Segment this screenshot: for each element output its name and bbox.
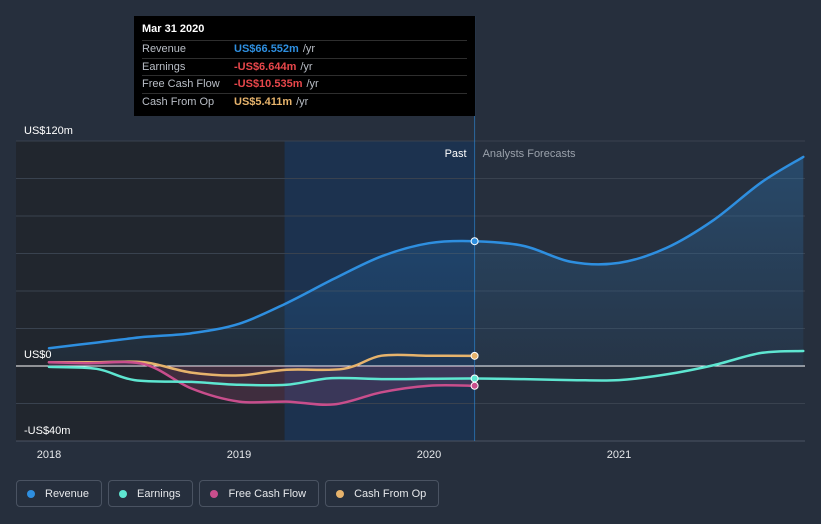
x-tick-label: 2019 xyxy=(227,449,251,461)
x-tick-label: 2018 xyxy=(37,449,61,461)
past-label: Past xyxy=(445,148,467,160)
legend-dot-icon xyxy=(27,489,35,498)
tooltip-row-label: Earnings xyxy=(142,60,186,73)
free-cash-flow-line xyxy=(47,360,476,407)
y-tick-label: -US$40m xyxy=(24,425,70,437)
y-tick-label: US$120m xyxy=(24,125,73,137)
legend-item-label: Revenue xyxy=(45,487,90,500)
legend-item-label: Cash From Op xyxy=(354,487,427,500)
legend-item-label: Earnings xyxy=(137,487,181,500)
revenue-line xyxy=(47,155,805,350)
legend-dot-icon xyxy=(210,489,219,498)
legend-item-label: Free Cash Flow xyxy=(228,487,307,500)
legend: Revenue Earnings Free Cash Flow Cash From O… xyxy=(16,480,440,507)
tooltip-row: Earnings -US$6.644m/yr xyxy=(142,57,467,76)
tooltip-row-label: Free Cash Flow xyxy=(142,78,220,91)
tooltip-row-value: US$66.552m xyxy=(234,43,299,56)
x-tick-label: 2020 xyxy=(417,449,441,461)
cash-from-op-marker xyxy=(470,351,479,360)
legend-item-cash-from-op[interactable]: Cash From Op xyxy=(325,480,440,507)
free-cash-flow-marker xyxy=(470,381,479,390)
tooltip-row-value: -US$6.644m xyxy=(234,60,297,73)
tooltip-row-unit: /yr xyxy=(296,95,309,108)
legend-dot-icon xyxy=(119,489,128,498)
x-tick-label: 2021 xyxy=(607,449,631,461)
tooltip-row-unit: /yr xyxy=(306,78,319,91)
chart-area: US$120m US$0 -US$40m 2018 2019 2020 2021 Past An… xyxy=(16,16,805,461)
earnings-marker xyxy=(470,374,479,383)
tooltip-row: Cash From Op US$5.411m/yr xyxy=(142,92,467,111)
revenue-marker xyxy=(470,237,479,246)
tooltip-row-label: Revenue xyxy=(142,43,187,56)
earnings-line xyxy=(47,349,805,387)
legend-item-earnings[interactable]: Earnings xyxy=(108,480,194,507)
tooltip-row-label: Cash From Op xyxy=(142,95,215,108)
y-tick-label: US$0 xyxy=(24,349,52,361)
tooltip-date: Mar 31 2020 xyxy=(142,23,205,35)
tooltip-row-value: -US$10.535m xyxy=(234,78,303,91)
tooltip-row: Revenue US$66.552m/yr xyxy=(142,40,467,58)
tooltip-row-unit: /yr xyxy=(300,60,313,73)
forecast-label: Analysts Forecasts xyxy=(483,148,576,160)
free-cash-flow-area xyxy=(49,362,475,405)
revenue-area xyxy=(49,156,804,366)
legend-dot-icon xyxy=(336,489,345,498)
tooltip-row-unit: /yr xyxy=(302,43,316,56)
tooltip-row: Free Cash Flow -US$10.535m/yr xyxy=(142,75,467,93)
legend-item-free-cash-flow[interactable]: Free Cash Flow xyxy=(199,480,320,507)
tooltip-row-value: US$5.411m xyxy=(234,95,293,108)
legend-item-revenue[interactable]: Revenue xyxy=(16,480,103,507)
tooltip: Mar 31 2020 Revenue US$66.552m/yr Earnings… xyxy=(134,16,475,116)
